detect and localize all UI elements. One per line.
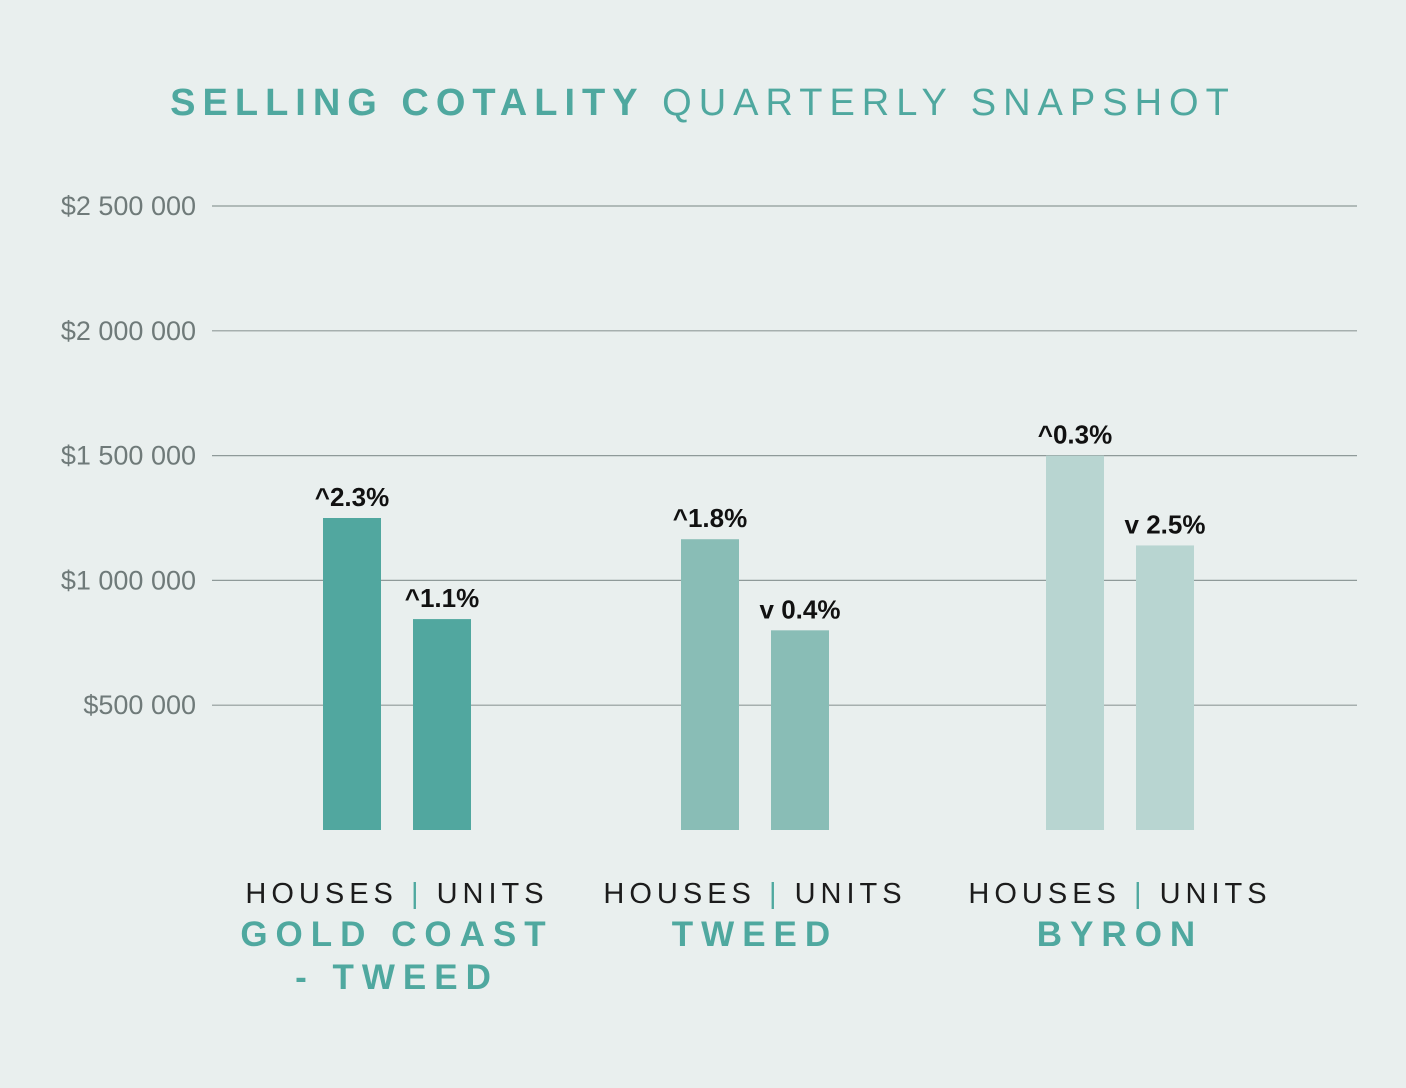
group-name-label: BYRON — [1037, 915, 1203, 954]
x-category-label: HOUSES | UNITS — [603, 878, 906, 910]
group-name-label: TWEED — [672, 915, 838, 954]
y-tick-label: $500 000 — [83, 690, 196, 720]
bar-data-label: v 2.5% — [1125, 509, 1206, 539]
x-category-units: UNITS — [795, 878, 907, 910]
x-category-houses: HOUSES — [968, 878, 1120, 910]
bar-byron-houses — [1046, 455, 1104, 830]
bar-gold-coast-tweed-units — [413, 619, 471, 830]
bar-data-label: ^0.3% — [1038, 420, 1112, 450]
y-tick-label: $1 500 000 — [61, 441, 196, 471]
y-tick-label: $2 500 000 — [61, 191, 196, 221]
bar-data-label: ^1.1% — [405, 583, 479, 613]
bar-gold-coast-tweed-houses — [323, 518, 381, 830]
x-category-separator: | — [1121, 878, 1160, 910]
chart-title-light: QUARTERLY SNAPSHOT — [662, 82, 1236, 124]
x-category-units: UNITS — [437, 878, 549, 910]
bar-data-label: ^1.8% — [673, 503, 747, 533]
bar-data-label: ^2.3% — [315, 482, 389, 512]
chart-title: SELLING COTALITY QUARTERLY SNAPSHOT — [0, 82, 1406, 125]
x-category-houses: HOUSES — [245, 878, 397, 910]
group-name-label: GOLD COAST — [240, 915, 553, 954]
group-name-label: - TWEED — [295, 958, 499, 997]
y-tick-label: $2 000 000 — [61, 316, 196, 346]
bar-tweed-houses — [681, 539, 739, 830]
x-category-label: HOUSES | UNITS — [968, 878, 1271, 910]
x-category-separator: | — [756, 878, 795, 910]
bar-byron-units — [1136, 545, 1194, 830]
x-category-houses: HOUSES — [603, 878, 755, 910]
x-category-separator: | — [398, 878, 437, 910]
chart-title-bold: SELLING COTALITY — [170, 82, 645, 124]
bar-data-label: v 0.4% — [760, 594, 841, 624]
x-category-label: HOUSES | UNITS — [245, 878, 548, 910]
x-category-units: UNITS — [1160, 878, 1272, 910]
bar-tweed-units — [771, 630, 829, 830]
y-tick-label: $1 000 000 — [61, 565, 196, 595]
